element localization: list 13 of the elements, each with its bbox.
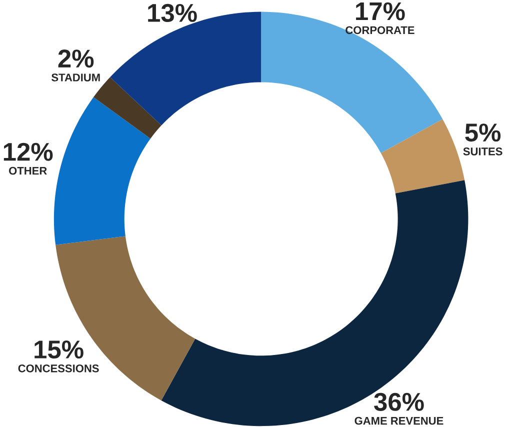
data-label: 2% — [58, 50, 94, 68]
slice-label: OTHER — [9, 166, 47, 175]
slice-label: GAME REVENUE — [354, 416, 444, 425]
slice-label: STADIUM — [52, 74, 100, 82]
data-label: 13% — [148, 4, 197, 22]
data-label: 36% — [374, 392, 424, 411]
data-label: 17% — [356, 2, 405, 20]
slice-label: CORPORATE — [346, 26, 414, 34]
slice-label: CONCESSIONS — [18, 364, 99, 372]
data-label: 12% — [4, 142, 53, 161]
data-label: 5% — [465, 124, 501, 142]
data-label: 15% — [34, 340, 84, 359]
slice-label: SUITES — [463, 148, 502, 156]
